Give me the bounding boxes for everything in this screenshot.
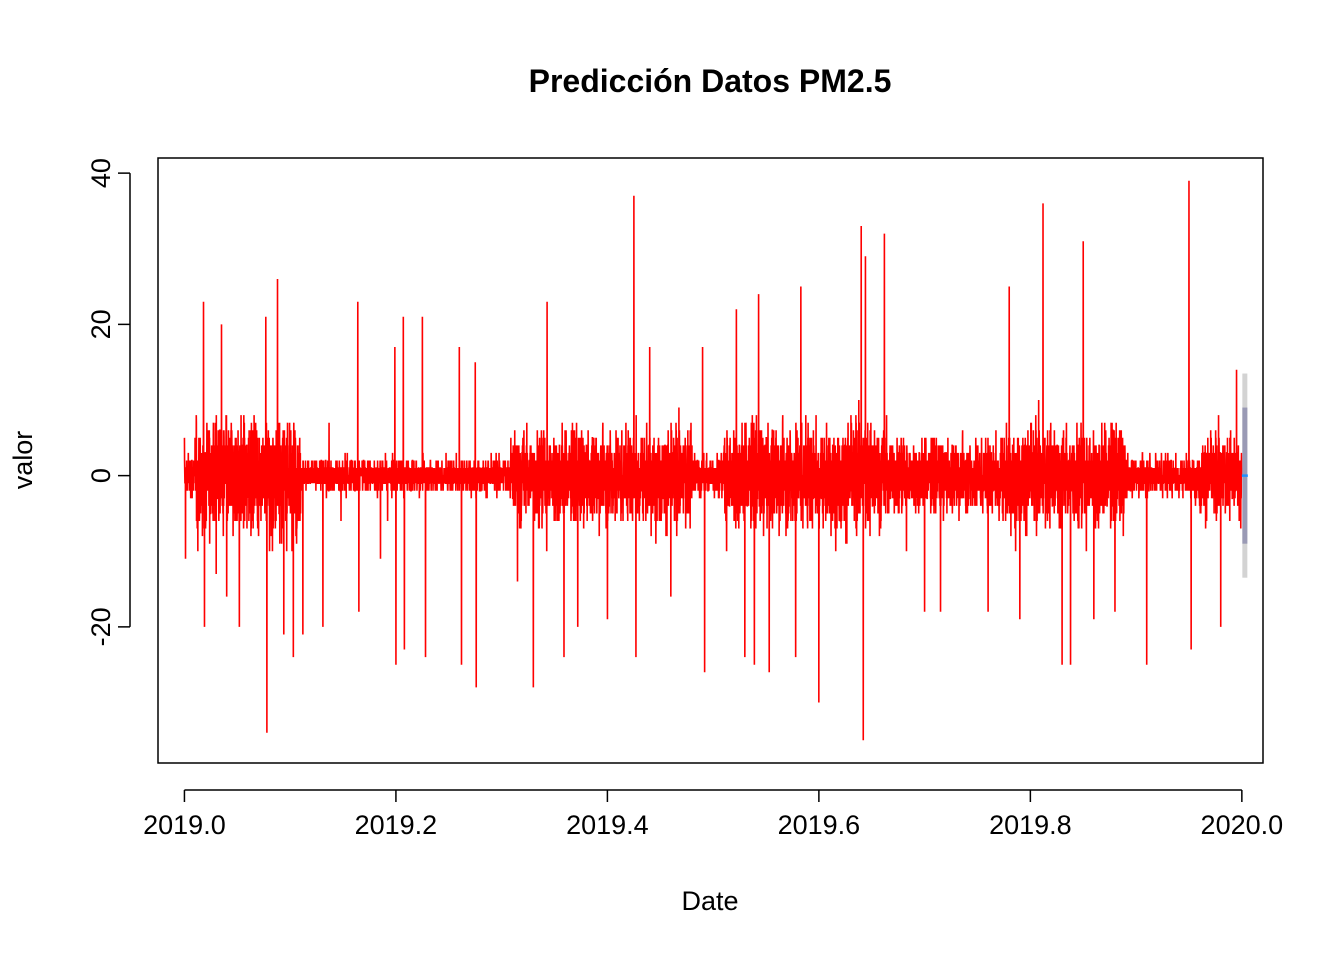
x-axis-label: Date (681, 886, 738, 916)
x-axis: 2019.0 2019.2 2019.4 2019.6 2019.8 2020.0 (143, 789, 1284, 840)
x-tick-label: 2020.0 (1201, 810, 1284, 840)
x-tick-label: 2019.8 (989, 810, 1072, 840)
y-tick-label: 20 (86, 309, 116, 339)
y-tick-label: -20 (86, 607, 116, 646)
forecast-layer (1241, 373, 1248, 578)
x-tick-label: 2019.6 (778, 810, 861, 840)
x-tick-label: 2019.4 (566, 810, 649, 840)
x-tick-label: 2019.0 (143, 810, 226, 840)
plot-box (157, 157, 1264, 764)
y-axis-label: valor (8, 431, 38, 490)
series-layer (183, 180, 1243, 741)
y-tick-label: 40 (86, 158, 116, 188)
x-tick-label: 2019.2 (355, 810, 438, 840)
series-line (183, 180, 1243, 741)
chart-title: Predicción Datos PM2.5 (529, 63, 892, 99)
y-tick-label: 0 (86, 468, 116, 483)
y-axis: -20 0 20 40 (86, 158, 131, 646)
